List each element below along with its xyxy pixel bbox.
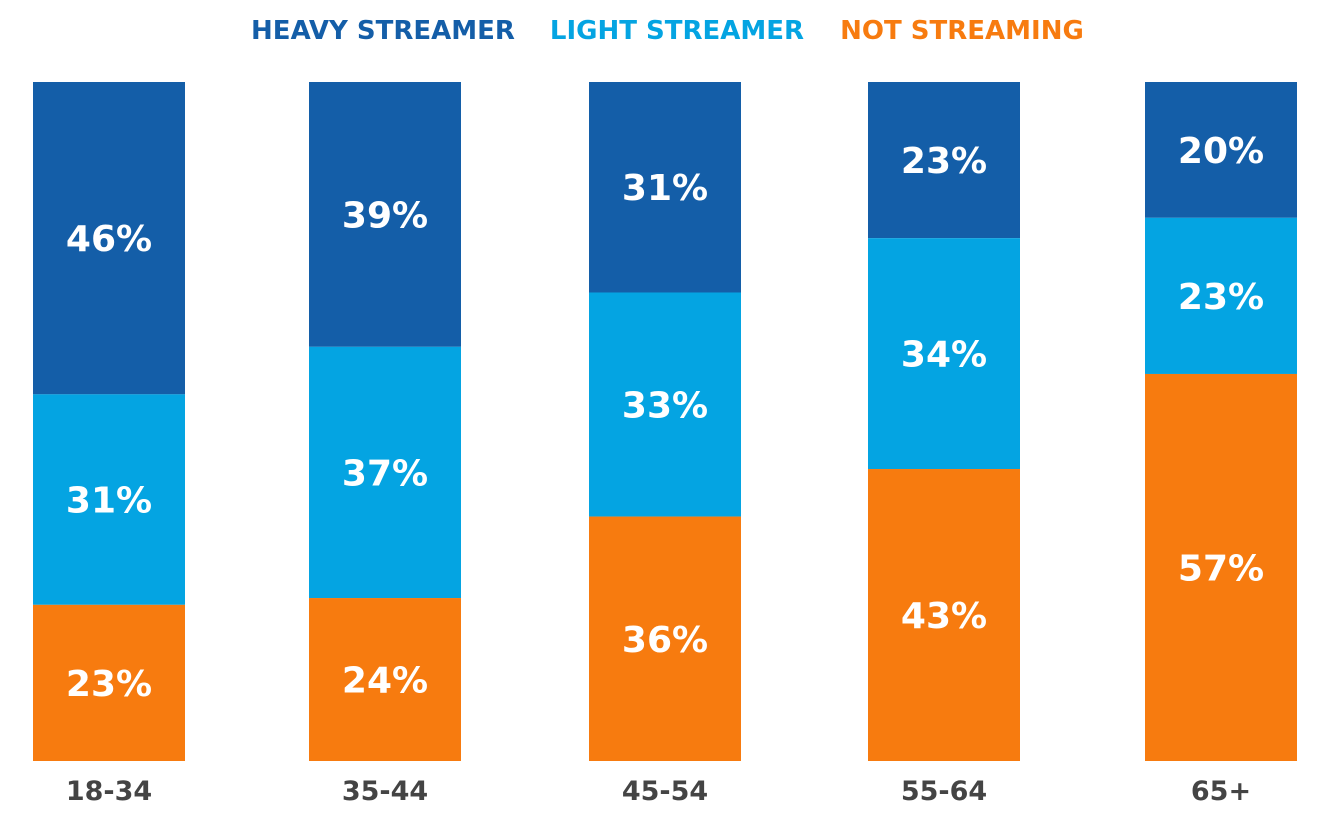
bar-segment-light-streamer-45-54 [589,292,741,517]
bar-segment-not-streaming-65 [1145,373,1297,761]
bar-segment-light-streamer-35-44 [309,346,461,599]
data-label-light-streamer-65: 23% [1178,277,1264,318]
bar-stack-65: 20% 23% 57% [1145,82,1297,761]
data-label-not-streaming-35-44: 24% [342,661,428,702]
bar-segment-heavy-streamer-35-44 [309,82,461,347]
data-label-light-streamer-45-54: 33% [622,386,708,427]
data-label-heavy-streamer-65: 20% [1178,131,1264,172]
bar-segment-light-streamer-18-34 [33,394,185,605]
bar-stack-35-44: 39% 37% 24% [309,82,461,761]
category-label-35-44: 35-44 [342,776,428,807]
bar-segment-light-streamer-65 [1145,217,1297,374]
bar-stack-45-54: 31% 33% 36% [589,82,741,761]
bar-segment-heavy-streamer-45-54 [589,82,741,293]
bar-segment-heavy-streamer-18-34 [33,82,185,395]
data-label-light-streamer-18-34: 31% [66,481,152,522]
bar-segment-not-streaming-18-34 [33,604,185,761]
category-label-18-34: 18-34 [66,776,152,807]
bar-segment-heavy-streamer-55-64 [868,82,1020,239]
data-label-heavy-streamer-35-44: 39% [342,195,428,236]
data-label-heavy-streamer-55-64: 23% [901,141,987,182]
legend-item-light-streamer: LIGHT STREAMER [550,16,804,46]
data-label-not-streaming-18-34: 23% [66,664,152,705]
data-label-not-streaming-65: 57% [1178,548,1264,589]
bar-segment-not-streaming-45-54 [589,516,741,761]
data-label-light-streamer-35-44: 37% [342,453,428,494]
data-label-heavy-streamer-18-34: 46% [66,219,152,260]
bar-segment-light-streamer-55-64 [868,238,1020,470]
legend: HEAVY STREAMER LIGHT STREAMER NOT STREAMIN… [251,16,1084,46]
legend-item-heavy-streamer: HEAVY STREAMER [251,16,515,46]
data-label-heavy-streamer-45-54: 31% [622,168,708,209]
x-axis-labels: 18-34 35-44 45-54 55-64 65+ [66,776,1251,807]
data-label-not-streaming-45-54: 36% [622,620,708,661]
bar-stack-55-64: 23% 34% 43% [868,82,1020,761]
category-label-65: 65+ [1191,776,1251,807]
data-label-not-streaming-55-64: 43% [901,596,987,637]
bar-stack-18-34: 46% 31% 23% [33,82,185,761]
bar-segment-not-streaming-55-64 [868,469,1020,761]
plot-area: 46%31%23%39%37%24%31%33%36%23%34%43%20%2… [33,82,1297,761]
bar-segment-not-streaming-35-44 [309,598,461,761]
legend-item-not-streaming: NOT STREAMING [840,16,1084,46]
category-label-45-54: 45-54 [622,776,708,807]
bar-segment-heavy-streamer-65 [1145,82,1297,218]
category-label-55-64: 55-64 [901,776,987,807]
data-label-light-streamer-55-64: 34% [901,335,987,376]
